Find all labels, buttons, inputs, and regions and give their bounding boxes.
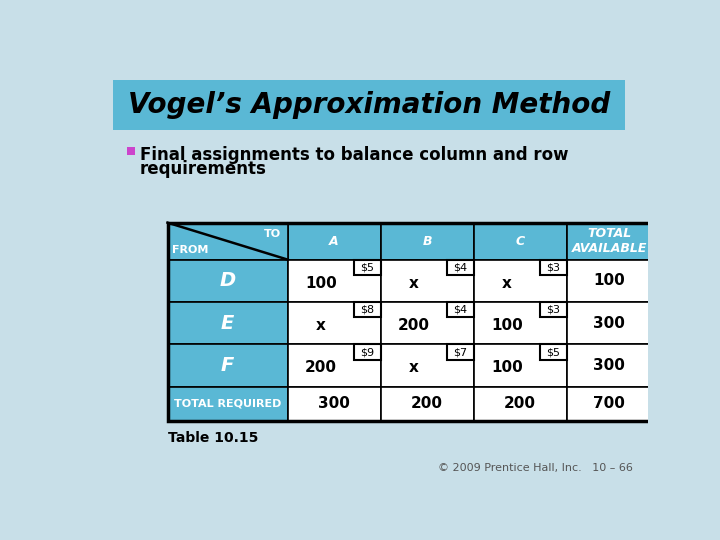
Bar — [287, 302, 381, 345]
Bar — [113, 80, 625, 130]
Text: Table 10.15: Table 10.15 — [168, 431, 258, 446]
Bar — [474, 302, 567, 345]
Text: 100: 100 — [491, 360, 523, 375]
Text: 200: 200 — [411, 396, 443, 411]
Bar — [168, 222, 287, 260]
Bar — [127, 147, 135, 155]
Bar — [168, 345, 287, 387]
Text: 200: 200 — [398, 318, 430, 333]
Bar — [287, 387, 381, 421]
Text: 200: 200 — [504, 396, 536, 411]
Text: FROM: FROM — [172, 245, 209, 255]
Bar — [168, 387, 287, 421]
Bar — [540, 260, 567, 275]
Text: D: D — [220, 271, 235, 291]
Bar — [447, 345, 474, 360]
Text: x: x — [409, 360, 419, 375]
Bar — [567, 345, 652, 387]
Text: 300: 300 — [593, 316, 625, 330]
Text: x: x — [316, 318, 326, 333]
Bar — [474, 260, 567, 302]
Bar — [381, 222, 474, 260]
Text: $4: $4 — [454, 305, 467, 315]
Bar — [567, 387, 652, 421]
Bar — [540, 302, 567, 318]
Bar — [168, 222, 652, 421]
Bar — [567, 222, 652, 260]
Bar — [474, 387, 567, 421]
Bar — [474, 345, 567, 387]
Text: $9: $9 — [361, 347, 374, 357]
Text: 300: 300 — [318, 396, 350, 411]
Text: $7: $7 — [454, 347, 467, 357]
Text: $5: $5 — [546, 347, 560, 357]
Bar — [381, 260, 474, 302]
Text: Final assignments to balance column and row: Final assignments to balance column and … — [140, 146, 568, 164]
Text: F: F — [221, 356, 234, 375]
Bar — [354, 260, 381, 275]
Bar — [287, 222, 381, 260]
Bar — [567, 302, 652, 345]
Text: C: C — [516, 234, 525, 248]
Text: B: B — [423, 234, 432, 248]
Bar — [168, 260, 287, 302]
Text: x: x — [409, 275, 419, 291]
Text: A: A — [329, 234, 339, 248]
Text: $3: $3 — [546, 262, 560, 272]
Text: requirements: requirements — [140, 160, 266, 178]
Text: TO: TO — [264, 229, 282, 239]
Bar — [474, 222, 567, 260]
Text: Vogel’s Approximation Method: Vogel’s Approximation Method — [128, 91, 610, 119]
Bar — [381, 302, 474, 345]
Bar — [354, 345, 381, 360]
Text: E: E — [221, 314, 234, 333]
Text: © 2009 Prentice Hall, Inc.   10 – 66: © 2009 Prentice Hall, Inc. 10 – 66 — [438, 463, 632, 473]
Bar — [567, 260, 652, 302]
Text: $4: $4 — [454, 262, 467, 272]
Bar — [354, 302, 381, 318]
Text: TOTAL REQUIRED: TOTAL REQUIRED — [174, 399, 282, 409]
Bar — [287, 260, 381, 302]
Bar — [381, 387, 474, 421]
Bar — [447, 302, 474, 318]
Text: 200: 200 — [305, 360, 337, 375]
Bar — [447, 260, 474, 275]
Text: 300: 300 — [593, 358, 625, 373]
Bar — [168, 302, 287, 345]
Text: 700: 700 — [593, 396, 625, 411]
Text: 100: 100 — [305, 275, 337, 291]
Bar — [540, 345, 567, 360]
Text: 100: 100 — [593, 273, 625, 288]
Bar — [381, 345, 474, 387]
Text: TOTAL
AVAILABLE: TOTAL AVAILABLE — [572, 227, 647, 255]
Bar — [287, 345, 381, 387]
Text: x: x — [502, 275, 512, 291]
Text: $3: $3 — [546, 305, 560, 315]
Text: $5: $5 — [361, 262, 374, 272]
Text: 100: 100 — [491, 318, 523, 333]
Text: $8: $8 — [361, 305, 374, 315]
